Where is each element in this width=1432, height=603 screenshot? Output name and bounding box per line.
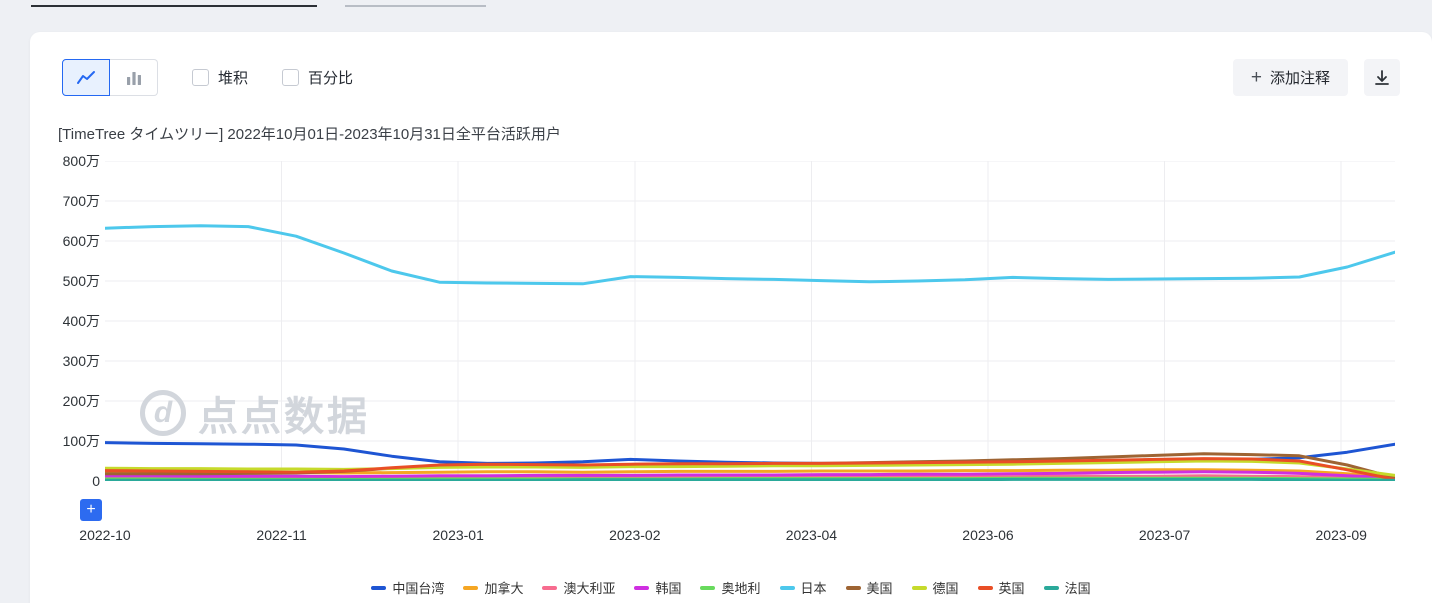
legend-label: 法国 [1064, 581, 1091, 596]
y-axis-label: 800万 [62, 153, 100, 169]
legend-label: 日本 [800, 581, 827, 596]
line-chart-icon [77, 70, 95, 84]
x-axis-label: 2022-10 [79, 527, 131, 543]
percent-checkbox[interactable]: 百分比 [282, 59, 353, 96]
legend-label: 中国台湾 [392, 581, 445, 596]
download-button[interactable] [1364, 59, 1400, 96]
legend-swatch [779, 585, 795, 590]
y-axis-label: 600万 [62, 233, 100, 249]
legend-label: 英国 [998, 581, 1025, 596]
legend-swatch [634, 585, 650, 590]
add-annotation-label: 添加注释 [1269, 70, 1330, 87]
chart-type-toggle [62, 59, 158, 96]
x-axis-label: 2023-06 [962, 527, 1014, 543]
line-chart-type-button[interactable] [62, 59, 110, 96]
legend-swatch [845, 585, 861, 590]
y-axis-label: 0 [92, 473, 100, 489]
legend-item-france[interactable]: 法国 [1043, 578, 1091, 597]
datazoom-expand-button[interactable]: + [80, 499, 102, 521]
legend-item-australia[interactable]: 澳大利亚 [542, 578, 615, 597]
plus-icon: + [1250, 67, 1262, 88]
bar-chart-icon [126, 71, 141, 85]
legend-swatch [700, 585, 716, 590]
x-axis-label: 2023-01 [432, 527, 484, 543]
x-axis-label: 2022-11 [256, 527, 307, 543]
legend-label: 美国 [866, 581, 893, 596]
legend-item-uk[interactable]: 英国 [977, 578, 1025, 597]
legend-item-taiwan[interactable]: 中国台湾 [371, 578, 444, 597]
legend-swatch [977, 585, 993, 590]
series-line-france [105, 477, 1395, 481]
bar-chart-type-button[interactable] [110, 59, 158, 96]
legend-swatch [463, 585, 479, 590]
legend-item-korea[interactable]: 韩国 [634, 578, 681, 597]
add-annotation-button[interactable]: + 添加注释 [1232, 59, 1348, 96]
y-axis-label: 400万 [62, 313, 100, 329]
chart-title: [TimeTree タイムツリー] 2022年10月01日-2023年10月31… [58, 126, 561, 143]
x-axis-label: 2023-09 [1315, 527, 1367, 543]
plot-area [105, 161, 1395, 481]
stacked-checkbox-label: 堆积 [218, 70, 249, 87]
legend-label: 澳大利亚 [563, 581, 616, 596]
legend-item-canada[interactable]: 加拿大 [463, 578, 523, 597]
legend: 中国台湾 加拿大 澳大利亚 韩国 奥地利 日本 美国 德国 英国 法国 [30, 578, 1432, 597]
legend-label: 加拿大 [484, 581, 524, 596]
y-axis-label: 700万 [62, 193, 100, 209]
y-axis: 800万 700万 600万 500万 400万 300万 200万 100万 0 [30, 153, 100, 489]
percent-checkbox-box[interactable] [282, 69, 299, 86]
series-line-uk [105, 457, 1395, 481]
y-axis-label: 200万 [62, 393, 100, 409]
y-axis-label: 100万 [62, 433, 100, 449]
stacked-checkbox[interactable]: 堆积 [192, 59, 248, 96]
top-cutoff-element-left [31, 5, 317, 7]
series-line-korea [105, 470, 1395, 480]
legend-label: 奥地利 [721, 581, 761, 596]
series-line-germany [105, 459, 1395, 477]
stacked-checkbox-box[interactable] [192, 69, 209, 86]
legend-item-japan[interactable]: 日本 [779, 578, 827, 597]
y-axis-label: 300万 [62, 353, 100, 369]
top-cutoff-element-right [345, 5, 486, 7]
series-line-japan [105, 224, 1395, 286]
legend-item-usa[interactable]: 美国 [845, 578, 893, 597]
legend-swatch [1043, 585, 1059, 590]
x-axis: 2022-10 2022-11 2023-01 2023-02 2023-04 2023-… [79, 527, 1395, 547]
x-axis-label: 2023-07 [1138, 527, 1191, 543]
legend-label: 韩国 [655, 581, 682, 596]
chart-card: 堆积 百分比 + 添加注释 [TimeTree タイムツリー] 2022年10月… [30, 32, 1432, 603]
legend-swatch [542, 585, 558, 590]
legend-swatch [371, 585, 387, 590]
legend-swatch [911, 585, 927, 590]
percent-checkbox-label: 百分比 [308, 70, 354, 87]
legend-item-germany[interactable]: 德国 [911, 578, 959, 597]
y-axis-label: 500万 [62, 273, 100, 289]
x-axis-label: 2023-02 [609, 527, 661, 543]
download-icon [1375, 69, 1389, 85]
legend-item-austria[interactable]: 奥地利 [700, 578, 761, 597]
legend-label: 德国 [932, 581, 959, 596]
x-axis-label: 2023-04 [785, 527, 838, 543]
